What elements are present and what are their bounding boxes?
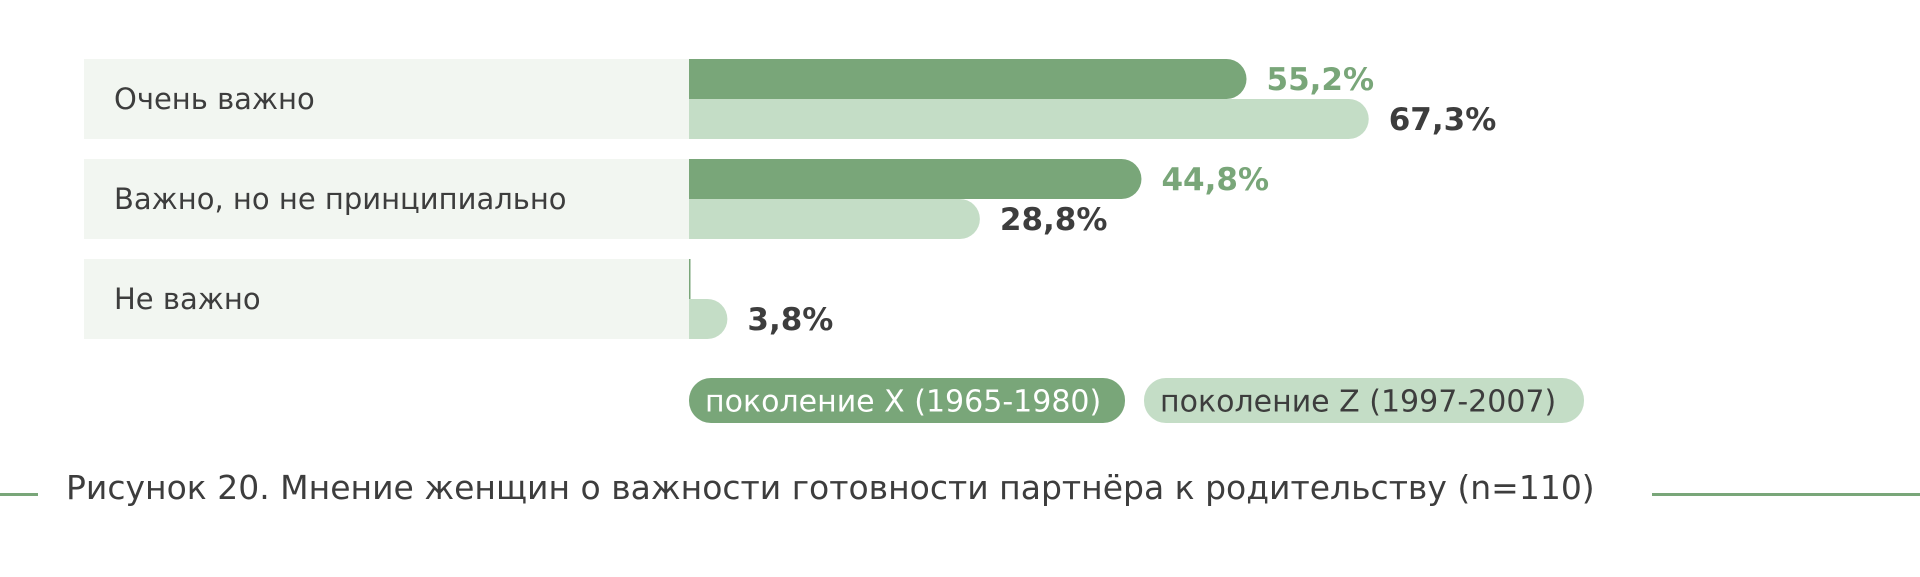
category-row-bg bbox=[84, 159, 689, 239]
bar-series-x-zero bbox=[689, 259, 691, 299]
category-label: Очень важно bbox=[114, 82, 315, 116]
figure-caption: Рисунок 20. Мнение женщин о важности гот… bbox=[66, 468, 1595, 507]
bar-series-x bbox=[689, 59, 1247, 99]
data-label: 67,3% bbox=[1389, 102, 1497, 138]
bar-series-x bbox=[689, 159, 1142, 199]
category-row-bg bbox=[84, 259, 689, 339]
bar-series-z bbox=[689, 199, 980, 239]
category-label: Важно, но не принципиально bbox=[114, 182, 567, 216]
category-label: Не важно bbox=[114, 282, 261, 316]
legend-swatch bbox=[689, 378, 1125, 423]
bar-series-z bbox=[689, 299, 728, 339]
caption-line-left bbox=[0, 493, 38, 496]
data-label: 55,2% bbox=[1267, 62, 1375, 98]
data-label: 3,8% bbox=[747, 302, 833, 338]
legend-label: поколение Z (1997-2007) bbox=[1160, 385, 1556, 420]
data-label: 44,8% bbox=[1161, 162, 1269, 198]
category-row-bg bbox=[84, 59, 689, 139]
legend-swatch bbox=[1144, 378, 1584, 423]
legend-label: поколение X (1965-1980) bbox=[705, 385, 1101, 420]
data-label: 28,8% bbox=[1000, 202, 1108, 238]
caption-line-right bbox=[1652, 493, 1920, 496]
bar-series-z bbox=[689, 99, 1369, 139]
